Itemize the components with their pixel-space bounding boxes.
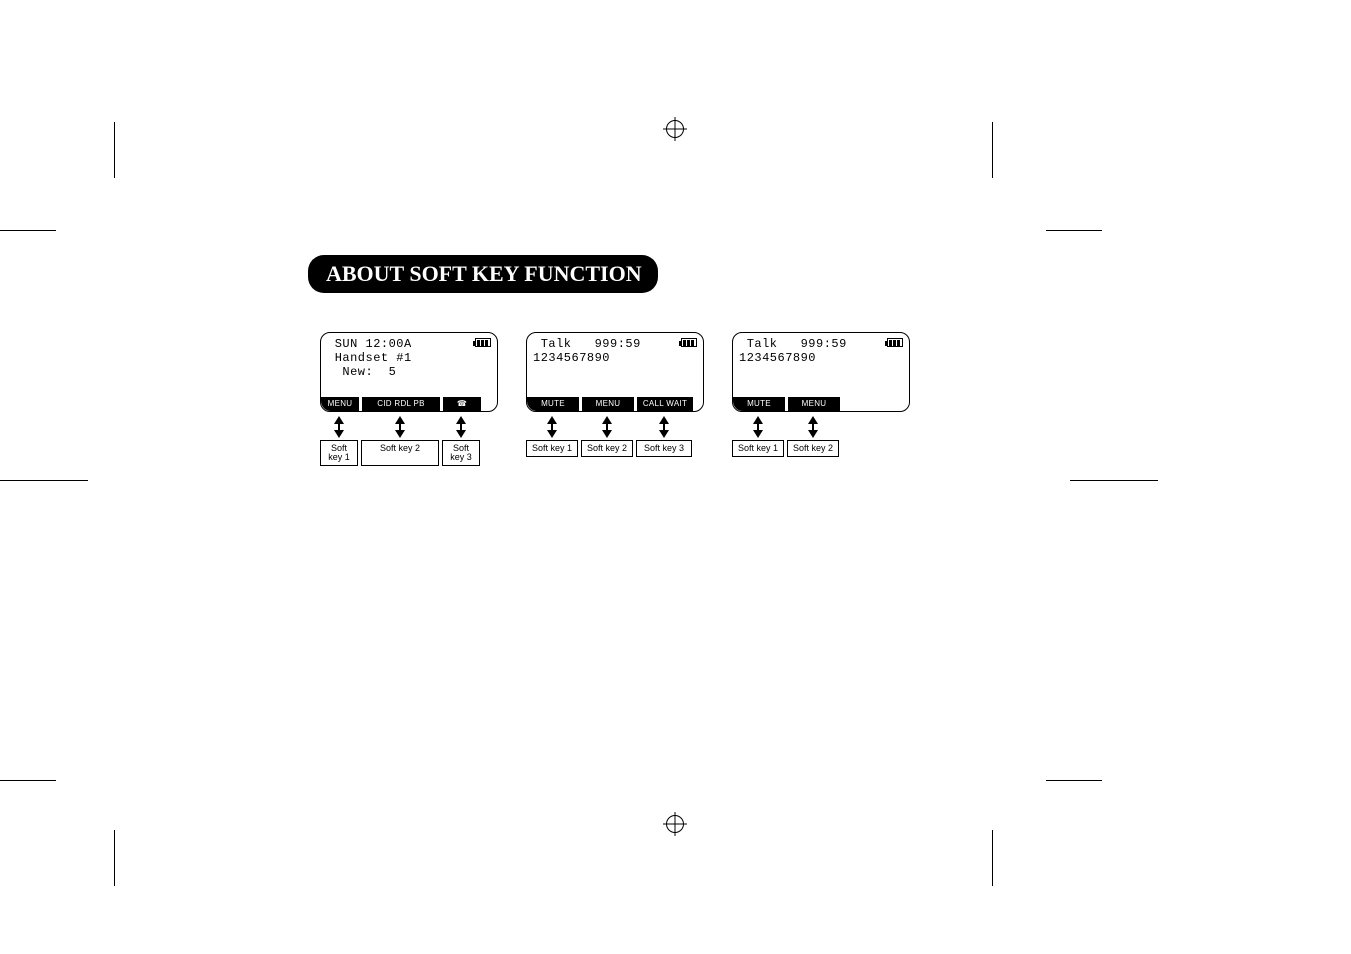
softkey-label: ☎ <box>443 397 481 411</box>
label-row: Soft key 1Soft key 2Soft key 3 <box>526 440 704 457</box>
battery-icon <box>887 338 903 347</box>
softkey-physical-label: Soft key 1 <box>732 440 784 457</box>
updown-arrow-icon <box>395 416 405 438</box>
softkey-bar: MUTEMENU <box>733 397 909 411</box>
softkey-physical-label: Soft key 3 <box>636 440 692 457</box>
lcd-screen: Talk 999:591234567890 MUTEMENU <box>732 332 910 412</box>
softkey-physical-label: Soft key 2 <box>581 440 633 457</box>
crop-rule <box>1070 480 1158 481</box>
battery-icon <box>475 338 491 347</box>
softkey-physical-label: Soft key 2 <box>787 440 839 457</box>
updown-arrow-icon <box>659 416 669 438</box>
display-unit: Talk 999:591234567890 MUTEMENU Soft key 1S… <box>732 332 910 466</box>
arrow-row <box>732 416 910 438</box>
lcd-line: New: 5 <box>327 365 491 379</box>
lcd-screen: Talk 999:591234567890 MUTEMENUCALL WAIT <box>526 332 704 412</box>
softkey-label: MENU <box>321 397 359 411</box>
lcd-line: Talk 999:59 <box>739 337 903 351</box>
softkey-physical-label: Soft key 2 <box>361 440 439 466</box>
label-row: Soft key 1Soft key 2 <box>732 440 910 457</box>
softkey-label: MUTE <box>733 397 785 411</box>
display-unit: SUN 12:00A Handset #1 New: 5 MENUCID RDL … <box>320 332 498 466</box>
softkey-bar: MUTEMENUCALL WAIT <box>527 397 703 411</box>
lcd-line: SUN 12:00A <box>327 337 491 351</box>
battery-icon <box>681 338 697 347</box>
crop-rule <box>114 830 115 886</box>
label-row: Soft key 1Soft key 2Soft key 3 <box>320 440 498 466</box>
crop-rule <box>1046 780 1102 781</box>
crop-rule <box>114 122 115 178</box>
updown-arrow-icon <box>547 416 557 438</box>
lcd-line: 1234567890 <box>533 351 697 365</box>
updown-arrow-icon <box>456 416 466 438</box>
softkey-physical-label: Soft key 1 <box>320 440 358 466</box>
display-unit: Talk 999:591234567890 MUTEMENUCALL WAIT So… <box>526 332 704 466</box>
crop-rule <box>0 480 88 481</box>
lcd-screen: SUN 12:00A Handset #1 New: 5 MENUCID RDL … <box>320 332 498 412</box>
softkey-physical-label: Soft key 1 <box>526 440 578 457</box>
crop-rule <box>0 780 56 781</box>
softkey-bar: MENUCID RDL PB☎ <box>321 397 497 411</box>
softkey-physical-label: Soft key 3 <box>442 440 480 466</box>
crop-rule <box>1046 230 1102 231</box>
softkey-label: MENU <box>582 397 634 411</box>
softkey-label: MUTE <box>527 397 579 411</box>
arrow-row <box>526 416 704 438</box>
lcd-line: 1234567890 <box>739 351 903 365</box>
section-heading: ABOUT SOFT KEY FUNCTION <box>308 255 658 293</box>
crop-rule <box>992 122 993 178</box>
softkey-label: MENU <box>788 397 840 411</box>
softkey-label: CALL WAIT <box>637 397 693 411</box>
softkey-label: CID RDL PB <box>362 397 440 411</box>
lcd-line: Handset #1 <box>327 351 491 365</box>
crop-rule <box>992 830 993 886</box>
updown-arrow-icon <box>602 416 612 438</box>
crop-rule <box>0 230 56 231</box>
arrow-row <box>320 416 498 438</box>
updown-arrow-icon <box>753 416 763 438</box>
lcd-line: Talk 999:59 <box>533 337 697 351</box>
updown-arrow-icon <box>334 416 344 438</box>
updown-arrow-icon <box>808 416 818 438</box>
display-row: SUN 12:00A Handset #1 New: 5MENUCID RDL … <box>320 332 910 466</box>
